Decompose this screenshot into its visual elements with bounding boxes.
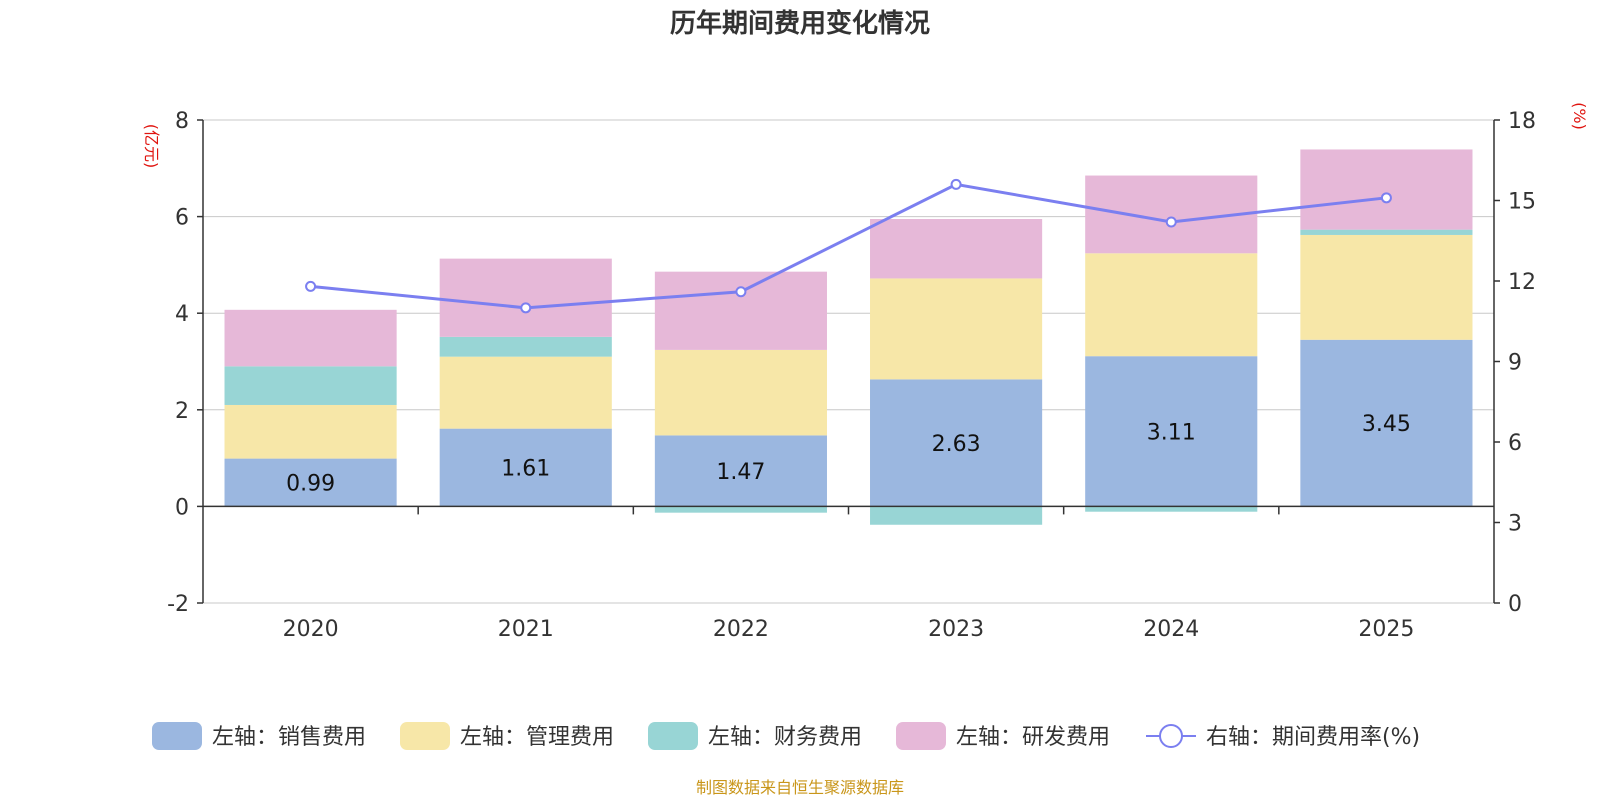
x-axis-tick-label: 2024 xyxy=(1143,617,1199,642)
bar-segment xyxy=(654,506,827,513)
data-label: 0.99 xyxy=(286,471,335,496)
axes: -2 0 2 4 6 8 0 3 6 9 12 15 18 2020 2021 2022 2023 2024 202… xyxy=(167,109,1536,642)
data-labels: 0.99 1.61 1.47 2.63 3.11 3.45 xyxy=(286,412,1411,496)
bar-segment xyxy=(224,458,397,507)
left-axis-tick-label: -2 xyxy=(167,592,189,617)
legend-marker xyxy=(1159,724,1183,748)
rate-point xyxy=(950,178,962,190)
bar-segment xyxy=(439,258,612,337)
bar-segment xyxy=(654,435,827,507)
rate-point xyxy=(735,286,747,298)
legend-label: 左轴：管理费用 xyxy=(460,725,614,750)
x-axis-tick-label: 2022 xyxy=(713,617,769,642)
bar-segment xyxy=(439,336,612,357)
left-axis-tick-label: 2 xyxy=(175,399,189,424)
right-axis-tick-label: 12 xyxy=(1508,270,1536,295)
bar-segment xyxy=(1085,356,1258,507)
bar-segment xyxy=(870,379,1043,507)
bar-segment xyxy=(1085,506,1258,512)
bar-segment xyxy=(654,271,827,350)
legend: 左轴：销售费用 左轴：管理费用 左轴：财务费用 左轴：研发费用 右轴：期间费用率(%) xyxy=(152,722,1420,750)
bar-segment xyxy=(654,349,827,436)
data-label: 1.47 xyxy=(716,460,765,485)
right-axis-tick-label: 6 xyxy=(1508,431,1522,456)
right-axis-unit: (%) xyxy=(1570,102,1589,130)
bar-segment xyxy=(1085,253,1258,357)
rate-point xyxy=(1165,216,1177,228)
right-axis-tick-label: 0 xyxy=(1508,592,1522,617)
right-axis-tick-label: 3 xyxy=(1508,512,1522,537)
source-note: 制图数据来自恒生聚源数据库 xyxy=(696,778,904,797)
bar-segment xyxy=(870,506,1043,525)
bar-segment xyxy=(870,219,1043,279)
legend-label: 右轴：期间费用率(%) xyxy=(1206,725,1420,750)
x-axis-tick-label: 2023 xyxy=(928,617,984,642)
bar-segment xyxy=(1300,229,1473,235)
rate-point xyxy=(1380,192,1392,204)
bar-segment xyxy=(1300,149,1473,230)
legend-swatch xyxy=(400,722,450,750)
rate-point xyxy=(520,302,532,314)
left-axis-unit: (亿元) xyxy=(142,124,161,169)
legend-label: 左轴：财务费用 xyxy=(708,725,862,750)
bar-segment xyxy=(224,366,397,405)
bar-segment xyxy=(224,404,397,459)
data-label: 3.45 xyxy=(1362,412,1411,437)
left-axis-tick-label: 8 xyxy=(175,109,189,134)
bar-segment xyxy=(439,428,612,507)
x-axis-tick-label: 2021 xyxy=(498,617,554,642)
data-label: 3.11 xyxy=(1147,420,1196,445)
legend-label: 左轴：销售费用 xyxy=(212,725,366,750)
legend-swatch xyxy=(152,722,202,750)
right-axis-tick-label: 9 xyxy=(1508,351,1522,376)
left-axis-tick-label: 4 xyxy=(175,302,189,327)
right-axis-tick-label: 18 xyxy=(1508,109,1536,134)
legend-swatch xyxy=(648,722,698,750)
x-axis-tick-label: 2025 xyxy=(1358,617,1414,642)
bar-segment xyxy=(1300,234,1473,340)
bars xyxy=(224,149,1473,525)
legend-swatch xyxy=(896,722,946,750)
right-axis-tick-label: 15 xyxy=(1508,190,1536,215)
bar-segment xyxy=(224,309,397,367)
rate-line-path xyxy=(310,182,1387,310)
legend-label: 左轴：研发费用 xyxy=(956,725,1110,750)
x-axis-tick-label: 2020 xyxy=(283,617,339,642)
rate-point xyxy=(305,280,317,292)
left-axis-tick-label: 0 xyxy=(175,495,189,520)
data-label: 1.61 xyxy=(501,457,550,482)
bar-segment xyxy=(1300,339,1473,507)
bar-segment xyxy=(870,278,1043,380)
bar-segment xyxy=(439,356,612,429)
rate-line xyxy=(305,178,1392,314)
data-label: 2.63 xyxy=(932,432,981,457)
chart-title: 历年期间费用变化情况 xyxy=(670,8,930,39)
left-axis-tick-label: 6 xyxy=(175,206,189,231)
